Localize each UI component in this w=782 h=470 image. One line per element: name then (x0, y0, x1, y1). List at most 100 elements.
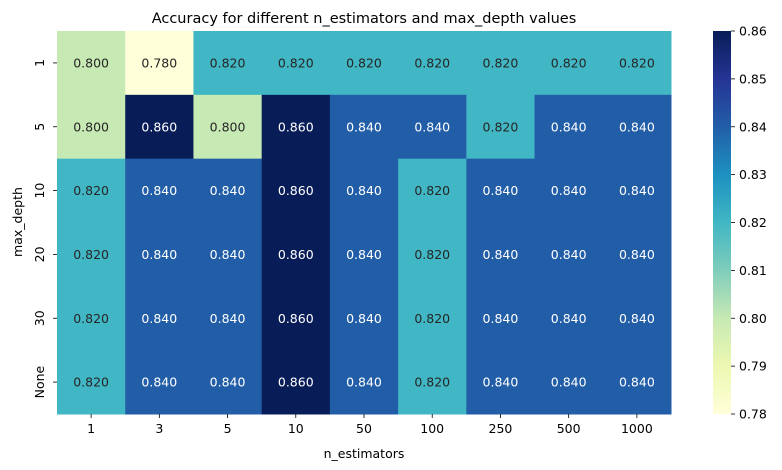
cell-value-label: 0.860 (278, 119, 314, 134)
heatmap-cell (125, 31, 194, 96)
cell-value-label: 0.820 (73, 311, 109, 326)
heatmap-cell (398, 158, 467, 223)
cell-value-label: 0.860 (278, 183, 314, 198)
cell-value-label: 0.840 (210, 183, 246, 198)
cell-value-label: 0.800 (210, 119, 246, 134)
cell-value-label: 0.800 (73, 119, 109, 134)
x-axis-ticks: 1 3 5 10 50 100 250 500 1000 (87, 414, 653, 436)
cell-value-label: 0.840 (141, 375, 177, 390)
y-tick-label: None (32, 365, 47, 398)
y-axis-ticks: 1 5 10 20 30 None (32, 59, 57, 398)
colorbar-tick-label: 0.81 (739, 263, 767, 278)
cell-value-label: 0.820 (278, 55, 314, 70)
heatmap-cell (193, 350, 263, 415)
heatmap-cell (602, 350, 672, 415)
x-tick-label: 500 (557, 421, 581, 436)
cell-value-label: 0.860 (278, 311, 314, 326)
cell-value-label: 0.840 (619, 119, 655, 134)
heatmap-cell (466, 94, 536, 160)
y-tick-label: 1 (32, 59, 47, 67)
heatmap-cell (261, 286, 331, 351)
colorbar-tick-label: 0.86 (739, 24, 767, 39)
heatmap-cell (534, 286, 604, 351)
heatmap-cell (193, 222, 263, 287)
heatmap-cell (602, 94, 672, 160)
heatmap-cell (125, 94, 194, 160)
cell-value-label: 0.820 (414, 183, 450, 198)
cell-value-label: 0.820 (414, 247, 450, 262)
cell-value-label: 0.820 (551, 55, 587, 70)
x-tick-label: 10 (288, 421, 304, 436)
heatmap-cell (57, 94, 126, 160)
heatmap-cell (466, 31, 536, 96)
heatmap-cell (261, 158, 331, 223)
cell-value-label: 0.840 (551, 375, 587, 390)
x-tick-label: 5 (224, 421, 232, 436)
heatmap-cell (398, 286, 467, 351)
heatmap-cell (602, 286, 672, 351)
heatmap-cell (329, 222, 399, 287)
y-tick-label: 5 (32, 123, 47, 131)
cell-value-label: 0.820 (414, 55, 450, 70)
heatmap-cell (466, 222, 536, 287)
heatmap-cell (602, 31, 672, 96)
colorbar-tick-label: 0.85 (739, 71, 767, 86)
heatmap-cell (125, 158, 194, 223)
cell-value-label: 0.820 (346, 55, 382, 70)
cell-value-label: 0.840 (414, 119, 450, 134)
colorbar-tick-label: 0.83 (739, 167, 767, 182)
cell-value-label: 0.800 (73, 55, 109, 70)
colorbar-tick-label: 0.78 (739, 407, 767, 422)
heatmap-cell (398, 350, 467, 415)
x-tick-label: 1 (87, 421, 95, 436)
heatmap-cell (602, 222, 672, 287)
cell-value-label: 0.820 (210, 55, 246, 70)
cell-value-label: 0.820 (483, 119, 519, 134)
y-tick-label: 30 (32, 310, 47, 326)
y-tick-label: 20 (32, 246, 47, 262)
heatmap-cell (125, 222, 194, 287)
heatmap-cell (534, 31, 604, 96)
cell-value-label: 0.840 (483, 247, 519, 262)
heatmap-cell (329, 286, 399, 351)
heatmap-cell (466, 350, 536, 415)
x-tick-label: 3 (155, 421, 163, 436)
cell-value-label: 0.820 (73, 247, 109, 262)
cell-value-label: 0.840 (619, 375, 655, 390)
cell-value-label: 0.820 (483, 55, 519, 70)
cell-value-label: 0.840 (619, 247, 655, 262)
cell-value-label: 0.840 (210, 375, 246, 390)
heatmap-cell (57, 31, 126, 96)
heatmap-cell (534, 222, 604, 287)
cell-value-label: 0.840 (346, 247, 382, 262)
cell-value-label: 0.840 (551, 119, 587, 134)
cell-value-label: 0.820 (73, 375, 109, 390)
cell-value-label: 0.840 (346, 183, 382, 198)
x-tick-label: 100 (420, 421, 444, 436)
cell-value-label: 0.840 (483, 375, 519, 390)
heatmap-cell (125, 350, 194, 415)
cell-value-label: 0.840 (551, 311, 587, 326)
heatmap-cell (193, 158, 263, 223)
cell-value-label: 0.780 (141, 55, 177, 70)
cell-value-label: 0.840 (551, 247, 587, 262)
cell-value-label: 0.840 (346, 119, 382, 134)
x-tick-label: 50 (356, 421, 372, 436)
cell-value-label: 0.840 (210, 247, 246, 262)
chart-title: Accuracy for different n_estimators and … (152, 11, 577, 27)
heatmap-cells: 0.800 0.780 0.820 0.820 0.820 0.820 0.820 0.820… (57, 31, 672, 415)
cell-value-label: 0.840 (346, 311, 382, 326)
heatmap-cell (398, 94, 467, 160)
cell-value-label: 0.840 (483, 311, 519, 326)
cell-value-label: 0.840 (210, 311, 246, 326)
cell-value-label: 0.840 (141, 183, 177, 198)
heatmap-cell (534, 94, 604, 160)
heatmap-cell (193, 286, 263, 351)
cell-value-label: 0.840 (619, 311, 655, 326)
heatmap-cell (398, 222, 467, 287)
heatmap-cell (329, 31, 399, 96)
heatmap-cell (261, 222, 331, 287)
cell-value-label: 0.840 (619, 183, 655, 198)
heatmap-cell (193, 31, 263, 96)
